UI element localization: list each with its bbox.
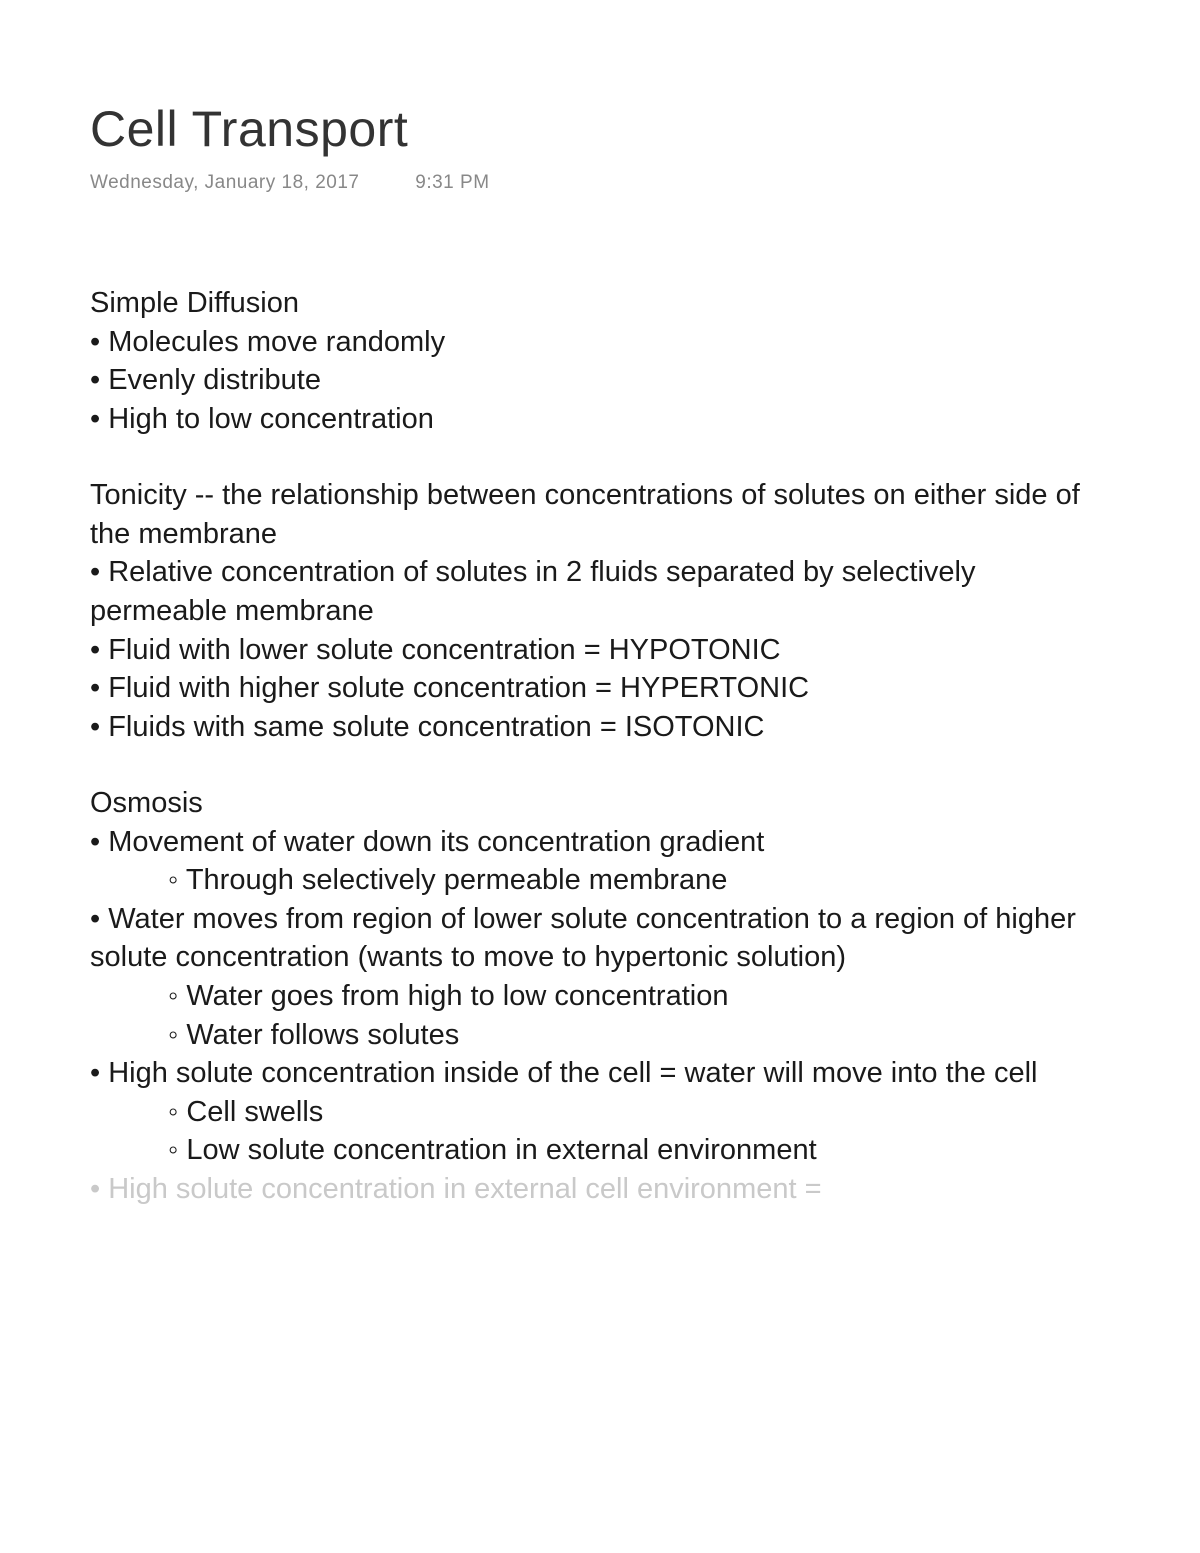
content-line: • Fluids with same solute concentration … [90,708,1110,747]
page-meta: Wednesday, January 18, 2017 9:31 PM [90,172,1110,194]
content-line: ◦ Cell swells [90,1093,1110,1132]
content-line: • High solute concentration inside of th… [90,1054,1110,1093]
content-block: Tonicity -- the relationship between con… [90,476,1110,746]
note-content: Simple Diffusion• Molecules move randoml… [90,284,1110,1208]
content-line: • High solute concentration in external … [90,1170,1110,1209]
content-line: • Water moves from region of lower solut… [90,900,1110,977]
content-line: • Fluid with higher solute concentration… [90,669,1110,708]
content-line: • Evenly distribute [90,361,1110,400]
content-line: • Fluid with lower solute concentration … [90,631,1110,670]
page: Cell Transport Wednesday, January 18, 20… [0,0,1200,1208]
content-line: • Movement of water down its concentrati… [90,823,1110,862]
content-line: Tonicity -- the relationship between con… [90,476,1110,553]
content-block: Simple Diffusion• Molecules move randoml… [90,284,1110,438]
content-line: Simple Diffusion [90,284,1110,323]
content-line: ◦ Water goes from high to low concentrat… [90,977,1110,1016]
content-block: Osmosis• Movement of water down its conc… [90,784,1110,1208]
page-title: Cell Transport [90,100,1110,158]
date-text: Wednesday, January 18, 2017 [90,172,359,193]
content-line: ◦ Water follows solutes [90,1016,1110,1055]
content-line: ◦ Through selectively permeable membrane [90,861,1110,900]
content-line: • Molecules move randomly [90,323,1110,362]
time-text: 9:31 PM [415,172,489,193]
content-line: ◦ Low solute concentration in external e… [90,1131,1110,1170]
content-line: • High to low concentration [90,400,1110,439]
content-line: Osmosis [90,784,1110,823]
content-line: • Relative concentration of solutes in 2… [90,553,1110,630]
